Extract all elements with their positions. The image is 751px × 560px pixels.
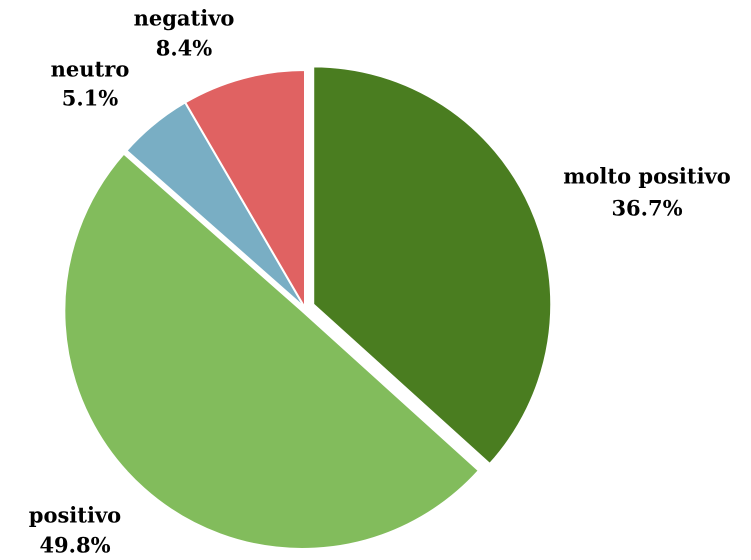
- slice-label: negativo: [134, 6, 235, 31]
- slice-value-label: 8.4%: [156, 36, 213, 61]
- slice-label: molto positivo: [563, 164, 731, 189]
- slice-value-label: 5.1%: [62, 86, 119, 111]
- pie-slice: [183, 68, 306, 312]
- slice-label: positivo: [29, 503, 121, 528]
- pie: [63, 65, 553, 550]
- slice-value-label: 49.8%: [39, 533, 110, 558]
- pie-slice: [63, 152, 481, 550]
- slice-label: neutro: [51, 57, 130, 82]
- pie-slice: [312, 65, 553, 466]
- slice-value-label: 36.7%: [611, 196, 682, 221]
